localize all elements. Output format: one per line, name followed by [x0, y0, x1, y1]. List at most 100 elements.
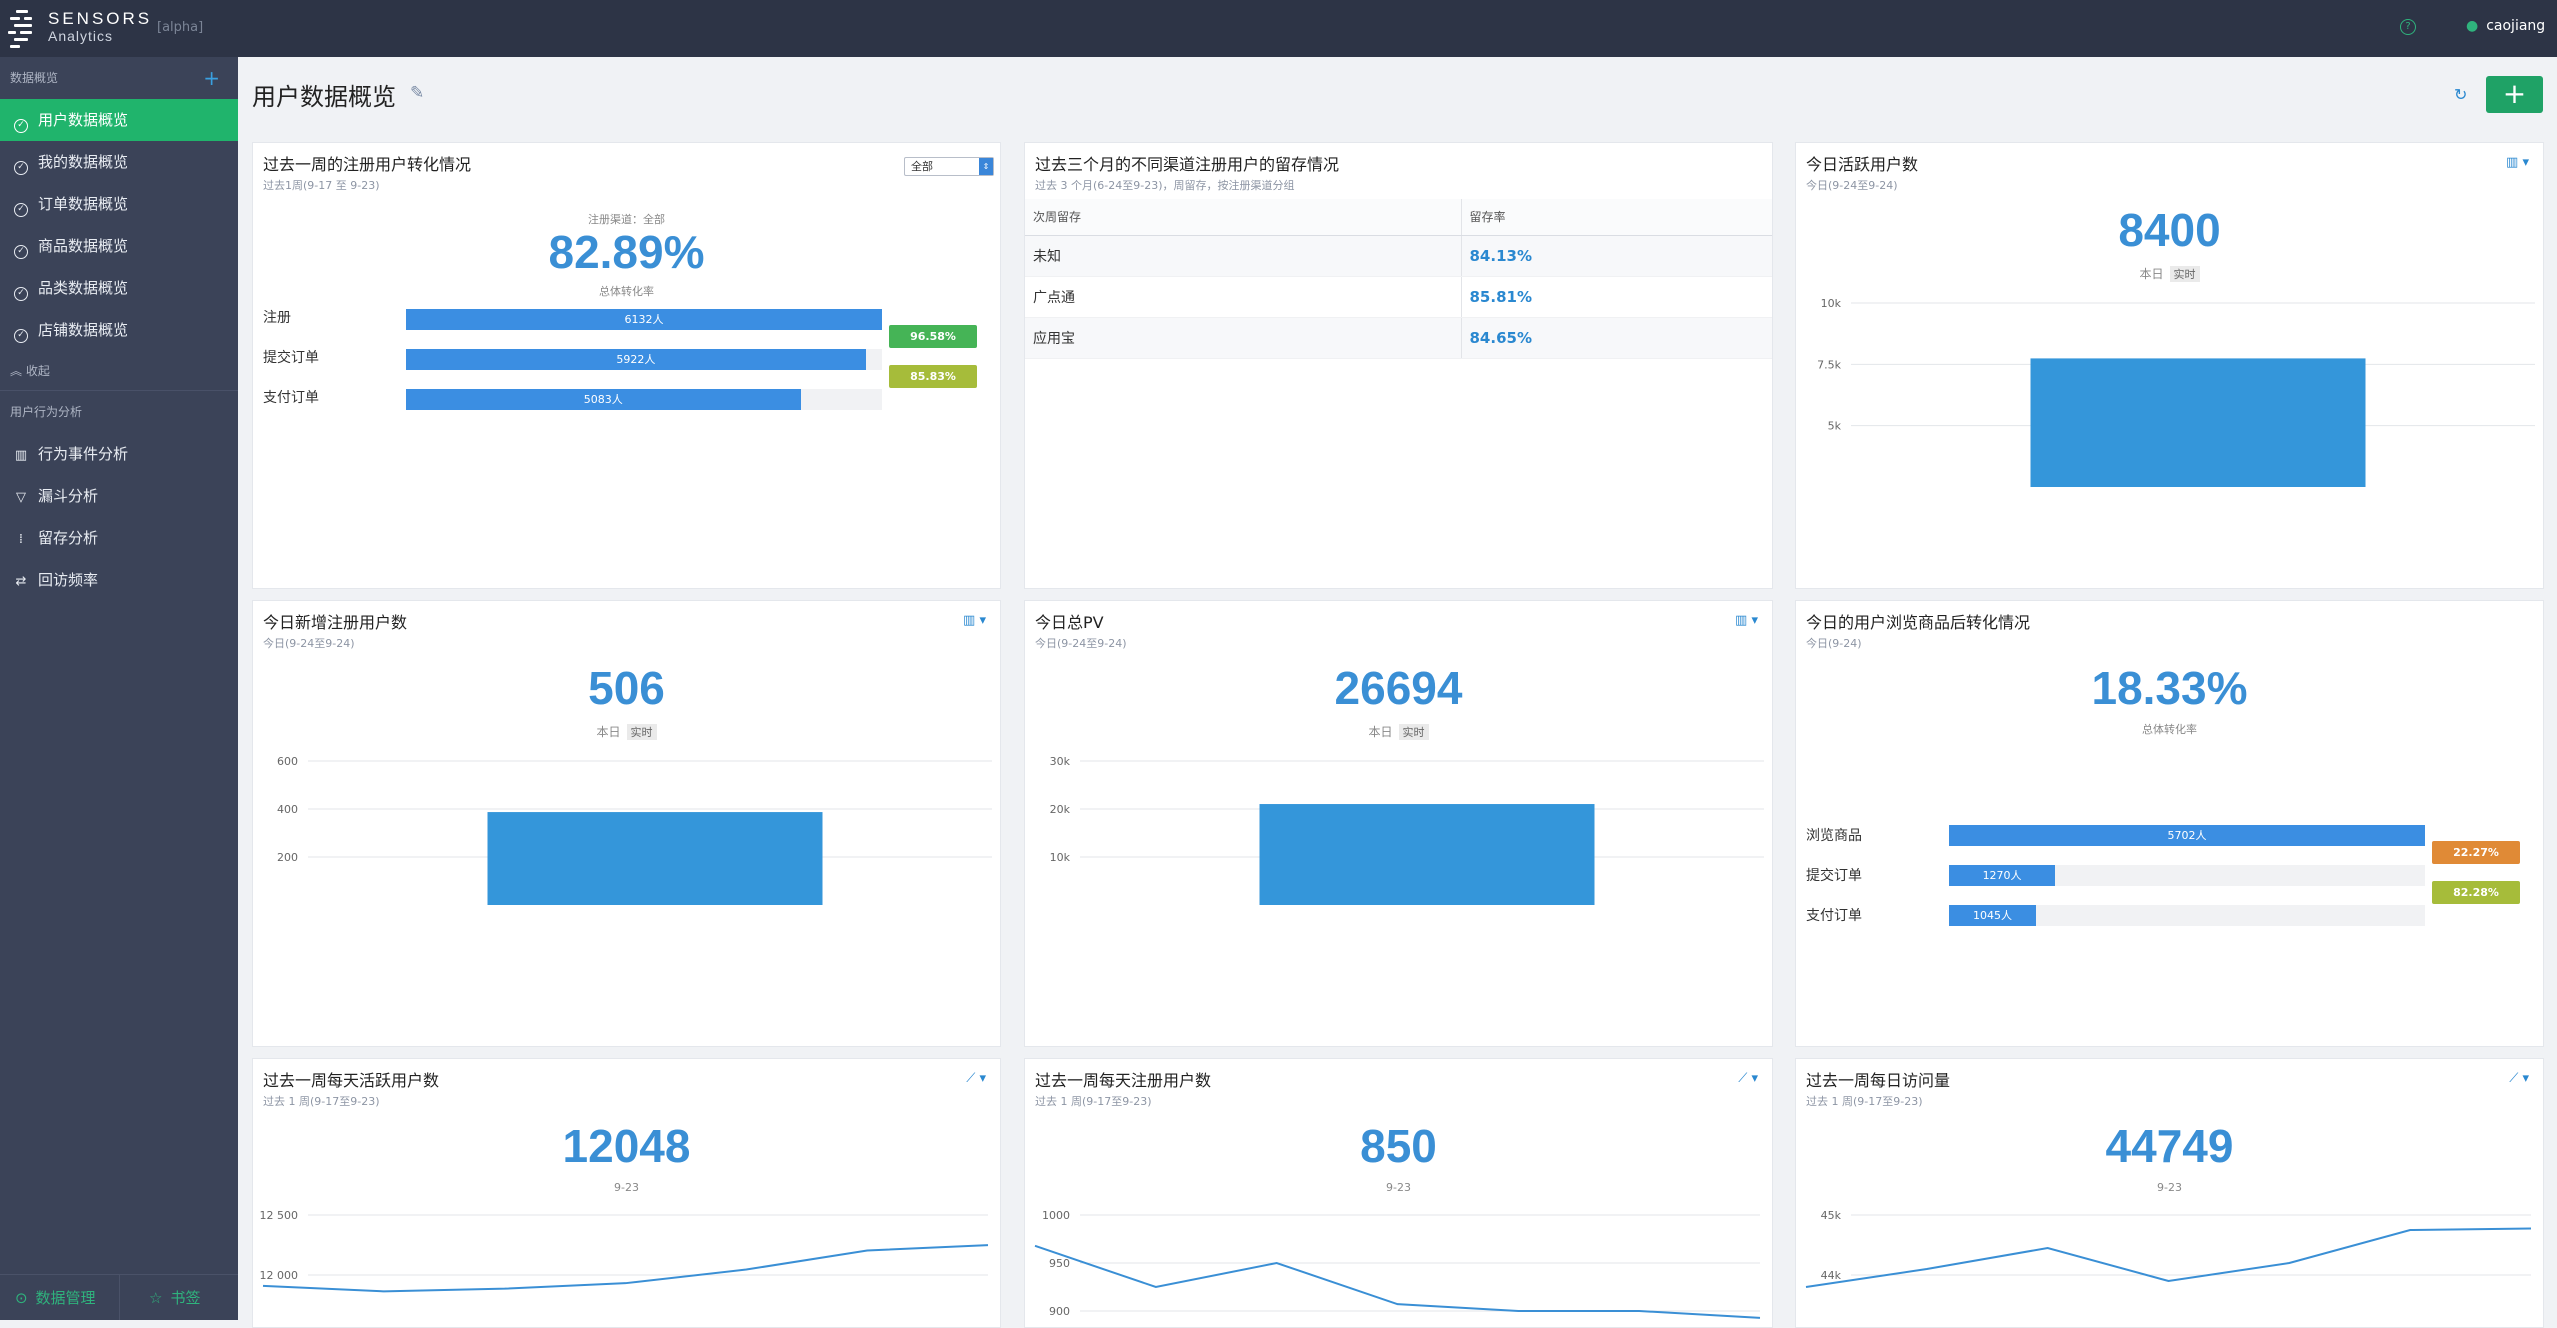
top-bar: SENSORS Analytics [alpha] ? ● caojiang [0, 0, 2557, 57]
metric-value: 8400 [2118, 204, 2221, 256]
metric-value: 12048 [562, 1120, 691, 1172]
retention-icon: ⁞ [18, 532, 24, 547]
sidebar-item-store-overview[interactable]: ✓ 店铺数据概览 [0, 309, 238, 351]
retention-table: 次周留存 留存率 未知 84.13% 广点通 85.81% 应用宝 84.65% [1025, 199, 1772, 359]
card-week-visits: 过去一周每日访问量 过去 1 周(9-17至9-23) ⟋ ▾ 44749 9-… [1795, 1058, 2544, 1328]
funnel-step-label: 注册 [263, 310, 291, 326]
y-tick-label: 30k [1050, 755, 1071, 768]
sidebar-item-funnel[interactable]: ▽ 漏斗分析 [0, 475, 238, 517]
overall-rate-label: 总体转化率 [599, 285, 654, 298]
edit-pencil-icon[interactable]: ✎ [410, 83, 425, 103]
card-title: 今日的用户浏览商品后转化情况 [1806, 613, 2031, 632]
series-line [1034, 1244, 1761, 1319]
dashboard-icon: ✓ [14, 245, 28, 259]
channel-select[interactable]: 全部 ⇕ [904, 157, 994, 176]
funnel-step-fill: 5922人 [406, 349, 866, 370]
sidebar-item-user-overview[interactable]: ✓ 用户数据概览 [0, 99, 238, 141]
table-row[interactable]: 广点通 85.81% [1025, 276, 1772, 318]
metric-value: 26694 [1334, 662, 1463, 714]
chart-type-icon[interactable]: ▥ ▾ [1735, 613, 1758, 628]
sidebar-item-order-overview[interactable]: ✓ 订单数据概览 [0, 183, 238, 225]
card-title: 过去一周的注册用户转化情况 [263, 155, 472, 174]
funnel-step-bar[interactable]: 1045人 [1949, 905, 2425, 926]
table-row[interactable]: 未知 84.13% [1025, 235, 1772, 277]
logo-subtitle: Analytics [48, 28, 114, 44]
card-title: 过去一周每天活跃用户数 [263, 1071, 440, 1090]
funnel-step-bar[interactable]: 6132人 [406, 309, 882, 330]
series-line [1805, 1227, 2532, 1288]
overall-rate-label: 总体转化率 [2142, 723, 2197, 736]
bar [1259, 804, 1595, 905]
y-tick-label: 12 000 [260, 1269, 299, 1282]
channel-name: 广点通 [1025, 276, 1461, 318]
chart-type-icon[interactable]: ▥ ▾ [963, 613, 986, 628]
funnel-step-label: 支付订单 [1806, 908, 1862, 924]
page-title: 用户数据概览 [252, 83, 396, 111]
card-subtitle: 过去 1 周(9-17至9-23) [263, 1095, 380, 1108]
y-tick-label: 1000 [1042, 1209, 1070, 1222]
funnel-step-label: 提交订单 [263, 350, 319, 366]
chart-type-icon[interactable]: ▥ ▾ [2506, 155, 2529, 170]
bar-chart: 600 400 200 [277, 755, 992, 905]
data-manage-icon: ⊙ [14, 1289, 28, 1307]
question-circle-icon[interactable]: ? [2400, 19, 2416, 35]
sensors-logo-icon[interactable] [8, 8, 40, 48]
y-tick-label: 5k [1828, 420, 1842, 433]
line-chart: 45k 44k [1805, 1209, 2532, 1288]
funnel-step-bar[interactable]: 1270人 [1949, 865, 2425, 886]
channel-name: 应用宝 [1025, 317, 1461, 359]
sidebar-section-overview: 数据概览 + [0, 57, 238, 99]
sidebar: 数据概览 + ✓ 用户数据概览 ✓ 我的数据概览 ✓ 订单数据概览 ✓ 商品数据概览 ✓ 品… [0, 57, 238, 1320]
sidebar-bottom: ⊙ 数据管理 ☆ 书签 [0, 1274, 238, 1320]
y-tick-label: 400 [277, 803, 298, 816]
series-line [262, 1244, 989, 1293]
card-title: 今日总PV [1035, 613, 1104, 632]
funnel-icon: ▽ [16, 490, 26, 505]
chevron-up-icon: ︽ [10, 364, 26, 378]
add-widget-button[interactable]: + [2486, 76, 2543, 113]
sidebar-item-my-overview[interactable]: ✓ 我的数据概览 [0, 141, 238, 183]
collapse-toggle[interactable]: ︽ 收起 [0, 351, 238, 391]
funnel-step-label: 浏览商品 [1806, 828, 1862, 844]
y-tick-label: 200 [277, 851, 298, 864]
sidebar-item-revisit[interactable]: ⇄ 回访频率 [0, 559, 238, 601]
sidebar-item-category-overview[interactable]: ✓ 品类数据概览 [0, 267, 238, 309]
sidebar-item-product-overview[interactable]: ✓ 商品数据概览 [0, 225, 238, 267]
bookmark-button[interactable]: ☆ 书签 [118, 1275, 239, 1320]
retention-rate: 85.81% [1460, 276, 1772, 318]
table-row[interactable]: 应用宝 84.65% [1025, 317, 1772, 359]
funnel-step-bar[interactable]: 5702人 [1949, 825, 2425, 846]
y-tick-label: 10k [1050, 851, 1071, 864]
metric-value: 506 [588, 662, 665, 714]
y-tick-label: 950 [1049, 1257, 1070, 1270]
sidebar-item-retention[interactable]: ⁞ 留存分析 [0, 517, 238, 559]
line-chart-icon[interactable]: ⟋ ▾ [1738, 1071, 1758, 1086]
add-overview-icon[interactable]: + [203, 66, 220, 90]
card-new-registered: 今日新增注册用户数 今日(9-24至9-24) ▥ ▾ 506 本日 实时 600… [252, 600, 1001, 1047]
user-menu[interactable]: ● caojiang [2466, 18, 2545, 34]
dashboard-icon: ✓ [14, 119, 28, 133]
y-tick-label: 45k [1821, 1209, 1842, 1222]
conversion-badge: 82.28% [2432, 881, 2520, 904]
funnel-step-label: 提交订单 [1806, 868, 1862, 884]
card-subtitle: 过去1周(9-17 至 9-23) [263, 179, 380, 192]
refresh-icon[interactable]: ↻ [2454, 85, 2468, 104]
column-header: 留存率 [1460, 199, 1772, 236]
sidebar-item-event-analysis[interactable]: ▥ 行为事件分析 [0, 433, 238, 475]
funnel-step-fill: 6132人 [406, 309, 882, 330]
line-chart-icon[interactable]: ⟋ ▾ [2509, 1071, 2529, 1086]
line-chart: 1000 950 900 [1034, 1209, 1761, 1319]
y-tick-label: 10k [1821, 297, 1842, 310]
bar-chart-icon: ▥ [14, 448, 28, 463]
retention-rate: 84.65% [1460, 317, 1772, 359]
card-subtitle: 今日(9-24至9-24) [263, 637, 355, 650]
card-week-active: 过去一周每天活跃用户数 过去 1 周(9-17至9-23) ⟋ ▾ 12048 … [252, 1058, 1001, 1328]
funnel-step-bar[interactable]: 5083人 [406, 389, 882, 410]
line-chart-icon[interactable]: ⟋ ▾ [966, 1071, 986, 1086]
y-tick-label: 7.5k [1817, 358, 1841, 371]
data-manage-button[interactable]: ⊙ 数据管理 [14, 1289, 96, 1307]
funnel-step-bar[interactable]: 5922人 [406, 349, 882, 370]
username: caojiang [2486, 18, 2546, 34]
metric-value: 850 [1360, 1120, 1437, 1172]
card-browse-funnel: 今日的用户浏览商品后转化情况 今日(9-24) 18.33% 总体转化率 浏览商… [1795, 600, 2544, 1047]
